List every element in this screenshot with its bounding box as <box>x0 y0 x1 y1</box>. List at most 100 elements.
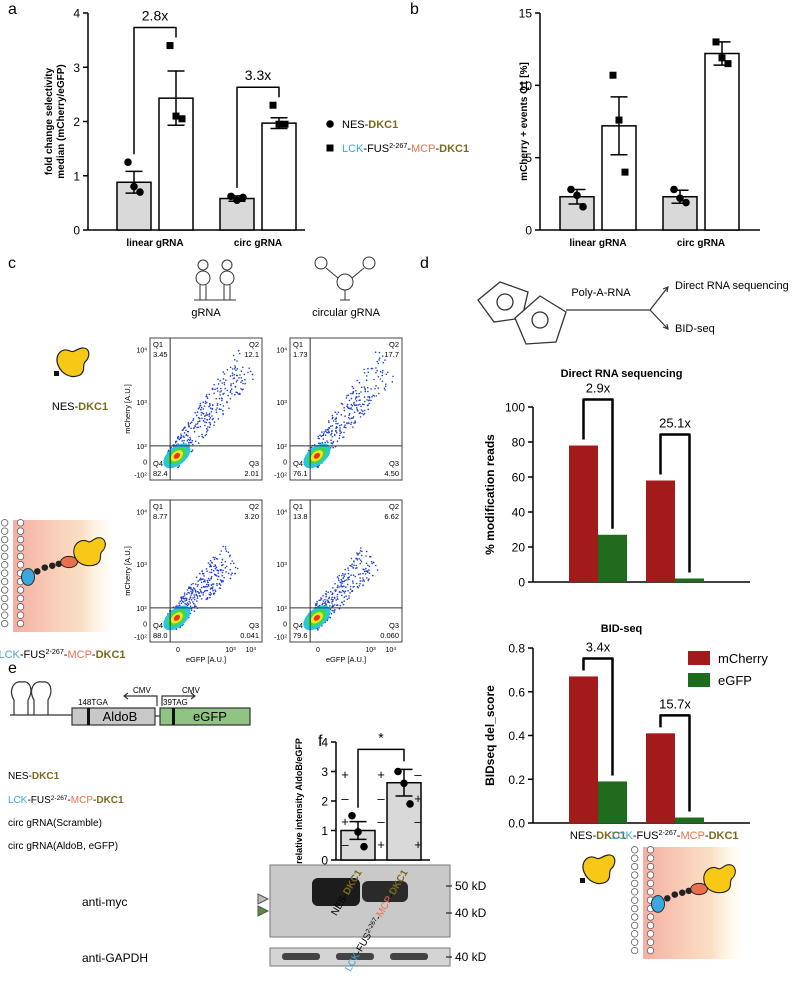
flow-dot <box>216 387 219 390</box>
quadrant-value: 3.20 <box>244 512 259 521</box>
flow-dot <box>379 378 382 380</box>
flow-dot <box>188 598 191 601</box>
flow-x-tick-label-part: 0 <box>176 647 180 654</box>
flow-dot <box>226 369 229 371</box>
data-point <box>178 115 186 123</box>
flow-dot <box>329 616 332 619</box>
flow-dot <box>340 585 342 588</box>
column-header: circular gRNA <box>312 307 381 319</box>
flow-dot <box>212 404 214 407</box>
flow-dot <box>244 378 246 381</box>
flow-dot <box>339 429 341 431</box>
flow-dot <box>227 551 230 554</box>
flow-dot <box>392 375 394 378</box>
flow-x-tick-label: 103 <box>365 646 376 655</box>
flow-dot <box>206 585 208 588</box>
legend-label-part: MCP <box>411 143 435 155</box>
flow-dot <box>236 391 239 394</box>
band-marker <box>257 905 270 917</box>
flow-dot <box>242 382 244 385</box>
flow-dot <box>177 466 179 469</box>
construct-label: eGFP <box>193 709 227 724</box>
size-marker: 40 kD <box>455 950 487 964</box>
flow-plot <box>149 499 263 643</box>
flow-dot <box>186 430 189 433</box>
flow-dot <box>333 611 335 613</box>
flow-dot <box>327 601 329 603</box>
flow-dot <box>325 593 328 595</box>
flow-dot <box>360 386 363 389</box>
flow-dot <box>193 430 196 433</box>
flow-dot <box>367 371 370 374</box>
row-label-part: MCP <box>67 649 91 661</box>
flow-dot <box>230 384 232 387</box>
flow-dot <box>354 421 357 424</box>
flow-dot <box>207 562 210 564</box>
annotation: 2.8x <box>142 8 168 24</box>
chart-title: BID-seq <box>601 623 643 635</box>
table-row-label-part: MCP <box>71 795 94 806</box>
flow-dot <box>202 594 204 596</box>
flow-dot <box>195 593 197 596</box>
flow-dot <box>201 417 203 420</box>
flow-dot <box>377 387 380 389</box>
flow-dot <box>347 416 350 419</box>
flow-dot <box>338 586 340 588</box>
data-point <box>360 842 368 851</box>
flow-y-tick-label: -102 <box>134 471 147 480</box>
flow-dot <box>187 422 190 424</box>
x-tick-label-part: -FUS <box>633 830 659 842</box>
flow-dot <box>359 573 362 575</box>
flow-dot <box>331 435 334 438</box>
flow-dot <box>384 359 386 361</box>
flow-dot <box>210 575 213 578</box>
flow-dot <box>348 414 351 416</box>
flow-dot <box>344 579 346 582</box>
flow-dot <box>194 425 196 427</box>
quadrant-value: 88.0 <box>153 631 168 640</box>
flow-dot <box>220 569 222 572</box>
flow-dot <box>197 420 199 423</box>
x-tick-label-part: - <box>677 830 681 842</box>
flow-dot <box>335 430 337 433</box>
flow-dot <box>229 555 231 558</box>
quadrant-value: 0.041 <box>240 631 259 640</box>
flow-dot <box>336 604 339 606</box>
x-tick-label-part: NES- <box>570 830 597 842</box>
flow-y-tick-label: 102 <box>276 604 287 613</box>
y-axis-label: relative intensity AldoB/eGFP <box>294 738 304 864</box>
flow-dot <box>367 408 370 411</box>
quadrant-value: 8.77 <box>153 512 168 521</box>
flow-dot <box>185 433 188 436</box>
flow-dot <box>195 414 198 417</box>
flow-dot <box>214 567 217 570</box>
flow-dot <box>359 399 361 401</box>
flow-dot <box>199 404 202 407</box>
y-axis-label: median (mCherry/eGFP) <box>56 64 67 178</box>
row-label-part: - <box>64 649 68 661</box>
flow-y-tick-label-part: 10 <box>276 444 284 451</box>
flow-dot <box>354 398 357 400</box>
flow-dot <box>345 397 348 399</box>
flow-dot <box>195 605 197 608</box>
flow-dot <box>189 439 191 442</box>
flow-dot <box>356 552 358 554</box>
flow-dot <box>367 564 369 566</box>
flow-dot <box>179 600 181 602</box>
flow-dot <box>375 367 377 369</box>
flow-dot <box>226 389 229 392</box>
flow-dot <box>352 417 354 419</box>
flow-dot <box>352 390 355 393</box>
flow-dot <box>185 599 188 601</box>
flow-dot <box>379 370 382 373</box>
flow-dot <box>352 582 354 584</box>
flow-dot <box>364 388 367 391</box>
flow-dot <box>364 573 367 575</box>
flow-dot <box>218 408 221 410</box>
flow-dot <box>191 449 194 452</box>
blot-band <box>312 878 360 906</box>
flow-dot <box>202 408 205 410</box>
flow-dot <box>350 403 353 406</box>
annotation: 3.3x <box>245 67 271 83</box>
flow-dot <box>321 603 324 606</box>
